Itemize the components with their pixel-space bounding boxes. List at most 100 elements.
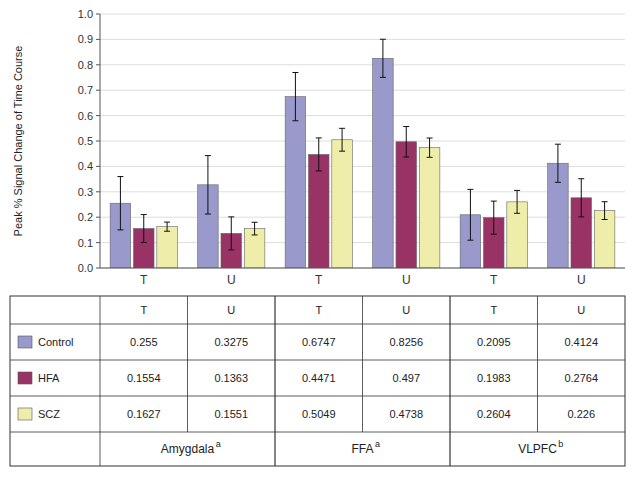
y-axis: 0.00.10.20.30.40.50.60.70.80.91.0: [78, 8, 625, 274]
table-border: [10, 296, 625, 466]
table-value: 0.1627: [127, 408, 161, 420]
bar: [419, 148, 440, 268]
error-bar: [164, 222, 170, 231]
table-value: 0.2764: [564, 372, 598, 384]
table-value: 0.2095: [477, 336, 511, 348]
y-tick-label: 0.5: [78, 135, 93, 147]
table-value: 0.2604: [477, 408, 511, 420]
table-value: 0.5049: [302, 408, 336, 420]
error-bar: [117, 177, 123, 230]
legend-swatch: [18, 372, 32, 384]
grid-line: [100, 39, 625, 40]
table-value: 0.255: [130, 336, 158, 348]
table-row-line: [10, 360, 625, 361]
table-col-line: [274, 296, 275, 466]
table-col-line: [449, 296, 450, 466]
error-bar: [205, 156, 211, 214]
y-tick: [96, 64, 100, 65]
error-bar: [514, 190, 520, 213]
legend-swatch: [18, 336, 32, 348]
group-label: FFA: [351, 442, 373, 456]
y-tick: [96, 242, 100, 243]
table-value: 0.1551: [214, 408, 248, 420]
bar: [332, 140, 353, 268]
table-row-line: [10, 396, 625, 397]
error-bar: [252, 222, 258, 235]
group-label: VLPFC: [518, 442, 557, 456]
x-tick-label: U: [577, 273, 586, 287]
error-bar: [555, 144, 561, 182]
grid-line: [100, 217, 625, 218]
error-bar: [228, 217, 234, 250]
y-tick: [96, 217, 100, 218]
table-value: 0.497: [392, 372, 420, 384]
table: TUTUTUControl0.2550.32750.67470.82560.20…: [10, 296, 625, 466]
legend-label: HFA: [38, 372, 60, 384]
x-tick-label: U: [227, 273, 236, 287]
table-header: T: [315, 304, 322, 316]
y-tick-label: 0.7: [78, 84, 93, 96]
y-tick: [96, 115, 100, 116]
y-tick-label: 0.4: [78, 160, 93, 172]
table-value: 0.1983: [477, 372, 511, 384]
bar: [396, 142, 417, 268]
table-value: 0.8256: [389, 336, 423, 348]
grid-line: [100, 242, 625, 243]
legend-label: Control: [38, 336, 73, 348]
table-header: U: [402, 304, 410, 316]
table-header: T: [140, 304, 147, 316]
y-tick: [96, 14, 100, 15]
legend-swatch: [18, 408, 32, 420]
table-col-line: [537, 296, 538, 432]
y-tick-label: 0.6: [78, 110, 93, 122]
error-bar: [602, 202, 608, 220]
bar: [373, 58, 394, 268]
x-axis-line: [100, 268, 625, 269]
table-col-line: [362, 296, 363, 432]
y-tick-label: 0.1: [78, 237, 93, 249]
error-bars: [141, 127, 585, 250]
table-value: 0.1363: [214, 372, 248, 384]
grid-line: [100, 268, 625, 269]
x-tick-label: T: [315, 273, 323, 287]
error-bar: [491, 201, 497, 234]
y-axis-label: Peak % Signal Change of Time Course: [12, 46, 24, 237]
table-header: U: [577, 304, 585, 316]
error-bar: [578, 179, 584, 217]
grid-line: [100, 64, 625, 65]
y-tick-label: 0.9: [78, 33, 93, 45]
y-tick: [96, 141, 100, 142]
table-value: 0.1554: [127, 372, 161, 384]
x-tick-label: T: [490, 273, 498, 287]
error-bar: [427, 138, 433, 157]
y-tick: [96, 268, 100, 269]
series: [110, 58, 568, 268]
grid-line: [100, 90, 625, 91]
y-tick: [96, 39, 100, 40]
error-bars: [117, 39, 561, 240]
series: [157, 140, 615, 268]
group-superscript: b: [558, 439, 563, 449]
table-value: 0.6747: [302, 336, 336, 348]
bars: [110, 39, 615, 268]
error-bar: [380, 39, 386, 77]
error-bar: [141, 215, 147, 243]
x-tick-label: U: [402, 273, 411, 287]
y-tick-label: 1.0: [78, 8, 93, 20]
table-col-line: [100, 296, 101, 466]
chart-root: 0.00.10.20.30.40.50.60.70.80.91.0Peak % …: [0, 0, 639, 484]
grid-line: [100, 115, 625, 116]
y-axis-line: [100, 14, 101, 268]
grid-line: [100, 191, 625, 192]
table-row-line: [10, 324, 625, 325]
error-bar: [403, 127, 409, 157]
x-axis: TUTUTU: [140, 273, 586, 287]
y-tick-label: 0.2: [78, 211, 93, 223]
bar: [285, 97, 306, 268]
grid-line: [100, 141, 625, 142]
error-bars: [164, 128, 608, 235]
group-superscript: a: [375, 439, 380, 449]
table-header: T: [490, 304, 497, 316]
series: [133, 142, 591, 268]
table-col-line: [187, 296, 188, 432]
